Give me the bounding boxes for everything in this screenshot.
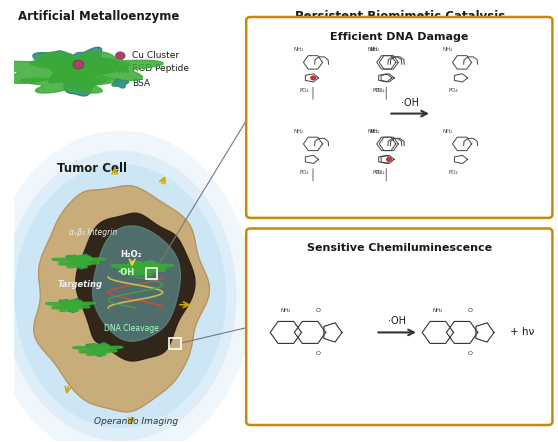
Text: O: O: [315, 351, 320, 356]
Polygon shape: [128, 259, 157, 277]
Circle shape: [116, 52, 125, 60]
Text: NH₂: NH₂: [367, 129, 378, 133]
Polygon shape: [112, 79, 128, 88]
Text: Artificial Metalloenzyme: Artificial Metalloenzyme: [18, 11, 179, 23]
Text: PO₄: PO₄: [375, 170, 385, 175]
Text: BSA: BSA: [132, 79, 150, 88]
Text: NH₂: NH₂: [432, 309, 443, 313]
Polygon shape: [30, 52, 163, 80]
Text: DNA Cleavage: DNA Cleavage: [104, 324, 158, 333]
Polygon shape: [323, 72, 402, 89]
Polygon shape: [65, 255, 105, 264]
Ellipse shape: [4, 151, 237, 441]
Polygon shape: [383, 72, 470, 91]
Text: H₂O₂: H₂O₂: [419, 128, 440, 137]
Polygon shape: [52, 255, 95, 265]
Polygon shape: [73, 344, 113, 353]
Text: PO₄: PO₄: [375, 88, 385, 93]
Polygon shape: [59, 299, 83, 312]
Circle shape: [73, 60, 84, 69]
Text: O: O: [468, 309, 473, 313]
Polygon shape: [410, 72, 490, 89]
Text: NH₂: NH₂: [443, 129, 453, 133]
Bar: [146, 268, 157, 279]
Text: ·OH: ·OH: [117, 268, 134, 278]
Text: PO₄: PO₄: [449, 170, 458, 175]
Text: NH₂: NH₂: [369, 129, 380, 133]
Text: Reduced State: Reduced State: [449, 78, 515, 87]
Text: Operando Imaging: Operando Imaging: [94, 417, 179, 426]
Text: ·OH: ·OH: [401, 98, 419, 107]
Polygon shape: [66, 254, 92, 269]
Text: H₂O₂: H₂O₂: [355, 29, 377, 38]
Text: ·OH: ·OH: [348, 128, 365, 137]
Text: PO₄: PO₄: [300, 88, 309, 93]
Text: Persistent Biomimetic Catalysis: Persistent Biomimetic Catalysis: [295, 11, 505, 23]
Text: NH₂: NH₂: [369, 47, 380, 52]
Polygon shape: [93, 226, 180, 341]
Polygon shape: [324, 69, 374, 99]
Text: Cu Cluster: Cu Cluster: [132, 51, 179, 60]
Text: Efficient DNA Damage: Efficient DNA Damage: [330, 31, 469, 42]
Polygon shape: [33, 47, 117, 96]
Polygon shape: [62, 262, 92, 268]
FancyBboxPatch shape: [246, 17, 552, 218]
Text: NH₂: NH₂: [443, 47, 453, 52]
Text: O: O: [468, 351, 473, 356]
Text: PO₄: PO₄: [300, 170, 309, 175]
Polygon shape: [110, 261, 161, 272]
Text: Tumor Cell: Tumor Cell: [57, 161, 127, 175]
Ellipse shape: [15, 164, 226, 428]
Polygon shape: [316, 84, 375, 97]
Polygon shape: [86, 343, 110, 356]
Text: PO₄: PO₄: [373, 170, 382, 175]
Text: NH₂: NH₂: [294, 47, 304, 52]
Polygon shape: [412, 69, 462, 99]
Text: O₂, H₂O: O₂, H₂O: [424, 29, 458, 38]
Bar: [169, 338, 181, 349]
Text: Oxidized State: Oxidized State: [271, 78, 338, 87]
FancyBboxPatch shape: [246, 229, 552, 425]
Polygon shape: [55, 305, 83, 312]
Text: H₂O₂: H₂O₂: [121, 250, 142, 259]
Text: O: O: [315, 309, 320, 313]
Circle shape: [386, 157, 392, 162]
Ellipse shape: [0, 131, 253, 442]
Polygon shape: [405, 84, 463, 97]
Circle shape: [310, 75, 316, 80]
Text: + hν: + hν: [510, 328, 534, 337]
Text: PO₄: PO₄: [373, 88, 382, 93]
Text: NH₂: NH₂: [367, 47, 378, 52]
Text: ·OH: ·OH: [388, 316, 406, 326]
Polygon shape: [20, 72, 117, 93]
Text: Targeting: Targeting: [58, 280, 103, 290]
Text: NH₂: NH₂: [281, 309, 291, 313]
Polygon shape: [34, 186, 209, 412]
Polygon shape: [127, 261, 173, 271]
Text: NH₂: NH₂: [294, 129, 304, 133]
Polygon shape: [123, 268, 157, 276]
Polygon shape: [0, 52, 129, 84]
Polygon shape: [45, 300, 86, 309]
Text: Sensitive Chemiluminescence: Sensitive Chemiluminescence: [307, 243, 492, 253]
Text: RGD Peptide: RGD Peptide: [132, 65, 189, 73]
Text: αᵥβ₃ Integrin: αᵥβ₃ Integrin: [69, 228, 117, 236]
Text: PO₄: PO₄: [449, 88, 458, 93]
Polygon shape: [58, 300, 95, 308]
Polygon shape: [83, 350, 110, 355]
Polygon shape: [295, 72, 382, 91]
Polygon shape: [85, 344, 123, 352]
Polygon shape: [76, 213, 195, 361]
